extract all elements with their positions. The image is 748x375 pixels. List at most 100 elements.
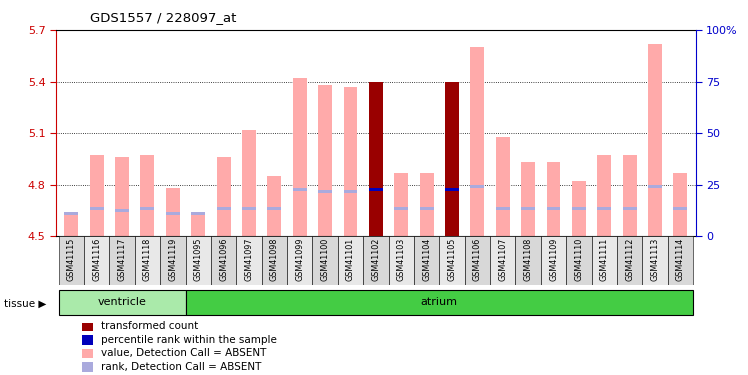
Bar	[369, 188, 383, 191]
Bar	[572, 181, 586, 236]
Text: GSM41105: GSM41105	[447, 238, 456, 281]
Bar	[592, 236, 617, 285]
Text: GSM41113: GSM41113	[651, 238, 660, 281]
Bar	[490, 236, 515, 285]
Text: value, Detection Call = ABSENT: value, Detection Call = ABSENT	[101, 348, 266, 358]
Bar	[394, 207, 408, 210]
Bar	[191, 214, 205, 236]
Bar	[267, 207, 281, 210]
Bar	[318, 85, 332, 236]
Text: GSM41100: GSM41100	[321, 238, 330, 281]
Bar	[648, 185, 662, 188]
Text: GSM41103: GSM41103	[396, 238, 405, 281]
Bar	[58, 290, 186, 315]
Text: GSM41098: GSM41098	[270, 238, 279, 281]
Bar	[135, 236, 160, 285]
Bar	[369, 82, 383, 236]
Bar	[420, 172, 434, 236]
Bar	[242, 130, 256, 236]
Bar	[313, 236, 338, 285]
Bar	[648, 44, 662, 236]
Bar	[166, 188, 180, 236]
Bar	[445, 82, 459, 236]
Bar	[186, 290, 693, 315]
Bar	[369, 83, 383, 236]
Bar	[521, 207, 535, 210]
Bar	[115, 157, 129, 236]
Text: GSM41097: GSM41097	[245, 238, 254, 281]
Bar	[470, 47, 485, 236]
Text: transformed count: transformed count	[101, 321, 198, 331]
Bar	[217, 157, 230, 236]
Bar	[445, 172, 459, 236]
Bar	[598, 207, 611, 210]
Text: GSM41099: GSM41099	[295, 238, 304, 281]
Bar	[465, 236, 490, 285]
Bar	[414, 236, 439, 285]
Bar	[496, 136, 509, 236]
Bar	[292, 188, 307, 191]
Bar	[547, 162, 560, 236]
Bar	[364, 236, 388, 285]
Bar	[496, 207, 509, 210]
Text: GSM41107: GSM41107	[498, 238, 507, 281]
Bar	[521, 162, 535, 236]
Bar	[547, 207, 560, 210]
Text: GSM41118: GSM41118	[143, 238, 152, 281]
Bar	[141, 207, 154, 210]
Text: GSM41110: GSM41110	[574, 238, 583, 281]
Bar	[445, 188, 459, 191]
Bar	[420, 207, 434, 210]
Bar	[262, 236, 287, 285]
Bar	[90, 156, 104, 236]
Bar	[369, 188, 383, 191]
Text: ventricle: ventricle	[98, 297, 147, 307]
Bar	[84, 236, 109, 285]
Bar	[115, 209, 129, 212]
Bar	[58, 236, 84, 285]
Bar	[82, 335, 94, 345]
Bar	[668, 236, 693, 285]
Bar	[572, 207, 586, 210]
Text: tissue ▶: tissue ▶	[4, 299, 46, 309]
Text: percentile rank within the sample: percentile rank within the sample	[101, 335, 277, 345]
Bar	[643, 236, 668, 285]
Bar	[470, 185, 485, 188]
Bar	[673, 207, 687, 210]
Text: GSM41111: GSM41111	[600, 238, 609, 281]
Bar	[267, 176, 281, 236]
Bar	[673, 172, 687, 236]
Bar	[191, 212, 205, 216]
Bar	[236, 236, 262, 285]
Text: GSM41112: GSM41112	[625, 238, 634, 281]
Bar	[242, 207, 256, 210]
Bar	[211, 236, 236, 285]
Bar	[287, 236, 313, 285]
Bar	[566, 236, 592, 285]
Text: GSM41109: GSM41109	[549, 238, 558, 281]
Bar	[160, 236, 186, 285]
Bar	[622, 156, 637, 236]
Bar	[394, 172, 408, 236]
Bar	[217, 207, 230, 210]
Bar	[166, 212, 180, 216]
Bar	[90, 207, 104, 210]
Text: GSM41102: GSM41102	[371, 238, 381, 281]
Text: GSM41117: GSM41117	[117, 238, 126, 281]
Bar	[141, 156, 154, 236]
Bar	[64, 212, 79, 216]
Bar	[338, 236, 364, 285]
Text: GSM41106: GSM41106	[473, 238, 482, 281]
Bar	[388, 236, 414, 285]
Bar	[82, 349, 94, 358]
Text: GSM41116: GSM41116	[92, 238, 101, 281]
Bar	[82, 362, 94, 372]
Text: GSM41096: GSM41096	[219, 238, 228, 281]
Text: GSM41095: GSM41095	[194, 238, 203, 281]
Text: GSM41101: GSM41101	[346, 238, 355, 281]
Bar	[318, 190, 332, 193]
Text: atrium: atrium	[421, 297, 458, 307]
Bar	[109, 236, 135, 285]
Bar	[343, 190, 358, 193]
Text: GSM41114: GSM41114	[676, 238, 685, 281]
